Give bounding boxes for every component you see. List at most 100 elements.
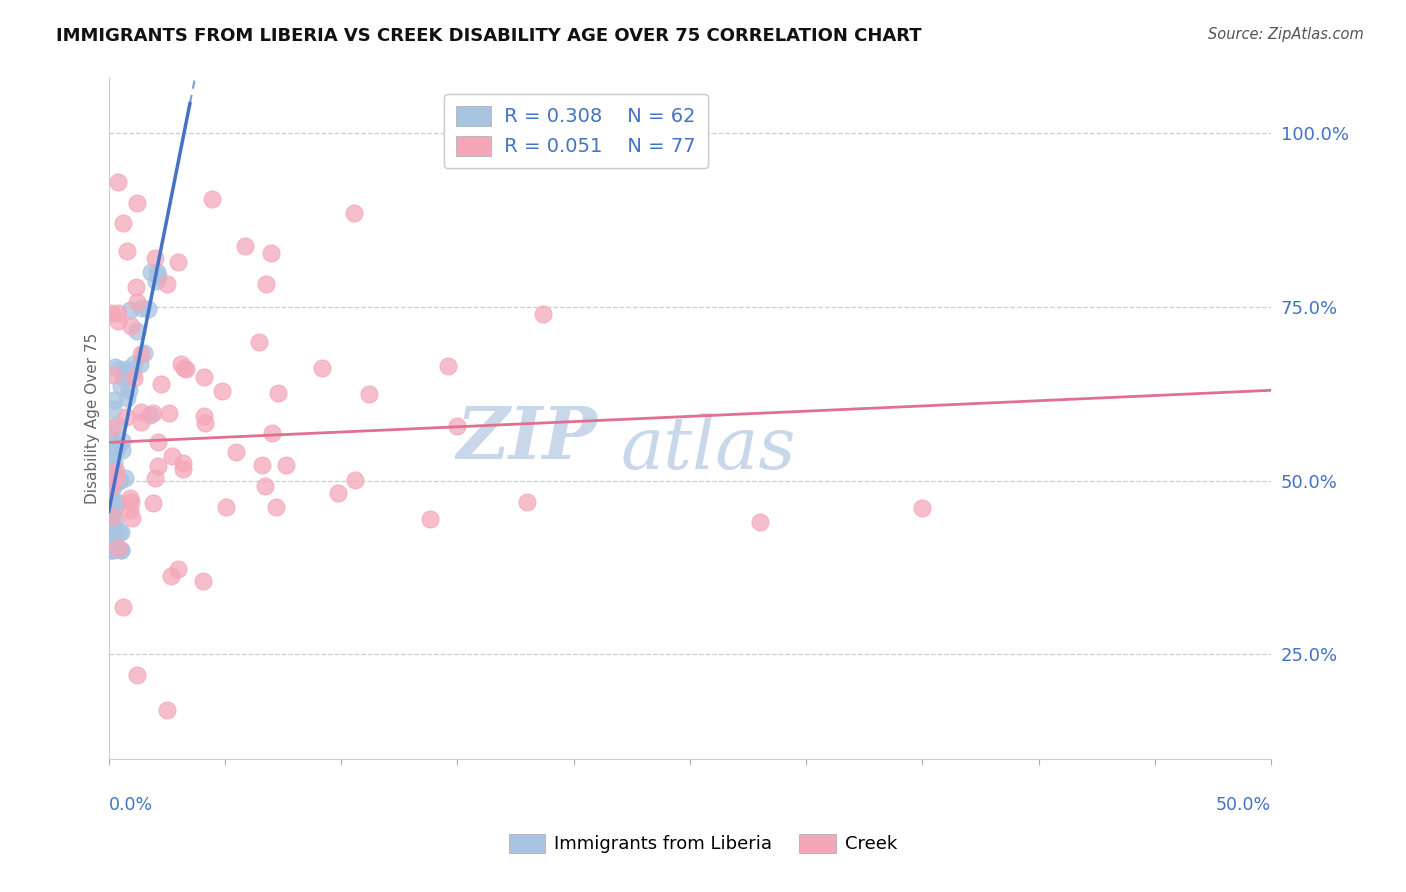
Point	[118, 383, 141, 397]
Point	[104, 500, 127, 515]
Point	[105, 471, 128, 485]
Point	[125, 279, 148, 293]
Point	[172, 456, 194, 470]
Point	[110, 543, 132, 558]
Point	[125, 324, 148, 338]
Point	[108, 473, 131, 487]
Point	[105, 495, 128, 509]
Point	[115, 391, 138, 405]
Point	[437, 359, 460, 374]
Point	[266, 385, 288, 400]
Text: Source: ZipAtlas.com: Source: ZipAtlas.com	[1208, 27, 1364, 42]
Point	[100, 540, 122, 554]
Point	[118, 503, 141, 517]
Point	[260, 245, 283, 260]
Point	[193, 370, 215, 384]
Point	[157, 406, 180, 420]
Point	[131, 405, 153, 419]
Point	[131, 301, 153, 315]
Point	[110, 525, 132, 540]
Point	[145, 471, 167, 485]
Point	[125, 195, 148, 210]
Text: 0.0%: 0.0%	[108, 797, 153, 814]
Point	[156, 703, 179, 717]
Point	[225, 444, 247, 458]
Point	[112, 370, 135, 384]
Point	[105, 417, 128, 432]
Point	[201, 192, 224, 206]
Point	[111, 216, 134, 230]
Point	[100, 518, 122, 533]
Point	[100, 543, 122, 558]
Point	[120, 303, 142, 318]
Point	[103, 522, 125, 536]
Text: 50.0%: 50.0%	[1216, 797, 1271, 814]
Point	[103, 455, 125, 469]
Legend: Immigrants from Liberia, Creek: Immigrants from Liberia, Creek	[502, 827, 904, 861]
Point	[103, 401, 125, 416]
Point	[911, 501, 934, 516]
Point	[262, 425, 284, 440]
Point	[100, 536, 122, 550]
Point	[250, 458, 273, 473]
Point	[146, 458, 169, 473]
Point	[100, 493, 122, 508]
Point	[357, 386, 380, 401]
Point	[748, 516, 770, 530]
Point	[193, 409, 215, 423]
Point	[100, 420, 122, 434]
Point	[129, 416, 152, 430]
Point	[100, 490, 122, 504]
Point	[122, 371, 145, 385]
Point	[108, 524, 131, 539]
Point	[101, 480, 124, 494]
Point	[194, 416, 217, 430]
Text: atlas: atlas	[620, 414, 796, 484]
Point	[107, 541, 129, 555]
Point	[129, 357, 152, 371]
Point	[115, 244, 138, 259]
Point	[446, 419, 468, 434]
Point	[104, 359, 127, 374]
Point	[100, 543, 122, 558]
Point	[170, 357, 193, 371]
Point	[160, 569, 183, 583]
Point	[100, 522, 122, 536]
Point	[173, 360, 195, 375]
Point	[110, 379, 132, 393]
Point	[254, 277, 277, 292]
Point	[247, 335, 270, 350]
Point	[107, 314, 129, 328]
Point	[112, 599, 135, 614]
Point	[100, 512, 122, 526]
Point	[215, 500, 238, 515]
Point	[114, 471, 136, 485]
Point	[114, 410, 136, 425]
Point	[100, 505, 122, 519]
Point	[121, 511, 143, 525]
Point	[343, 473, 366, 487]
Point	[166, 255, 188, 269]
Point	[160, 449, 183, 463]
Point	[134, 346, 156, 360]
Point	[100, 527, 122, 541]
Point	[418, 512, 440, 526]
Point	[108, 474, 131, 488]
Point	[211, 384, 233, 398]
Point	[174, 361, 197, 376]
Point	[264, 500, 287, 515]
Point	[101, 368, 124, 382]
Point	[142, 406, 165, 420]
Point	[139, 408, 162, 422]
Point	[100, 447, 122, 461]
Legend:  R = 0.308    N = 62,  R = 0.051    N = 77: R = 0.308 N = 62, R = 0.051 N = 77	[444, 94, 707, 168]
Point	[142, 495, 165, 509]
Point	[328, 486, 350, 500]
Text: IMMIGRANTS FROM LIBERIA VS CREEK DISABILITY AGE OVER 75 CORRELATION CHART: IMMIGRANTS FROM LIBERIA VS CREEK DISABIL…	[56, 27, 922, 45]
Point	[111, 442, 134, 457]
Point	[105, 464, 128, 478]
Point	[104, 513, 127, 527]
Point	[107, 305, 129, 319]
Point	[125, 668, 148, 682]
Point	[145, 274, 167, 288]
